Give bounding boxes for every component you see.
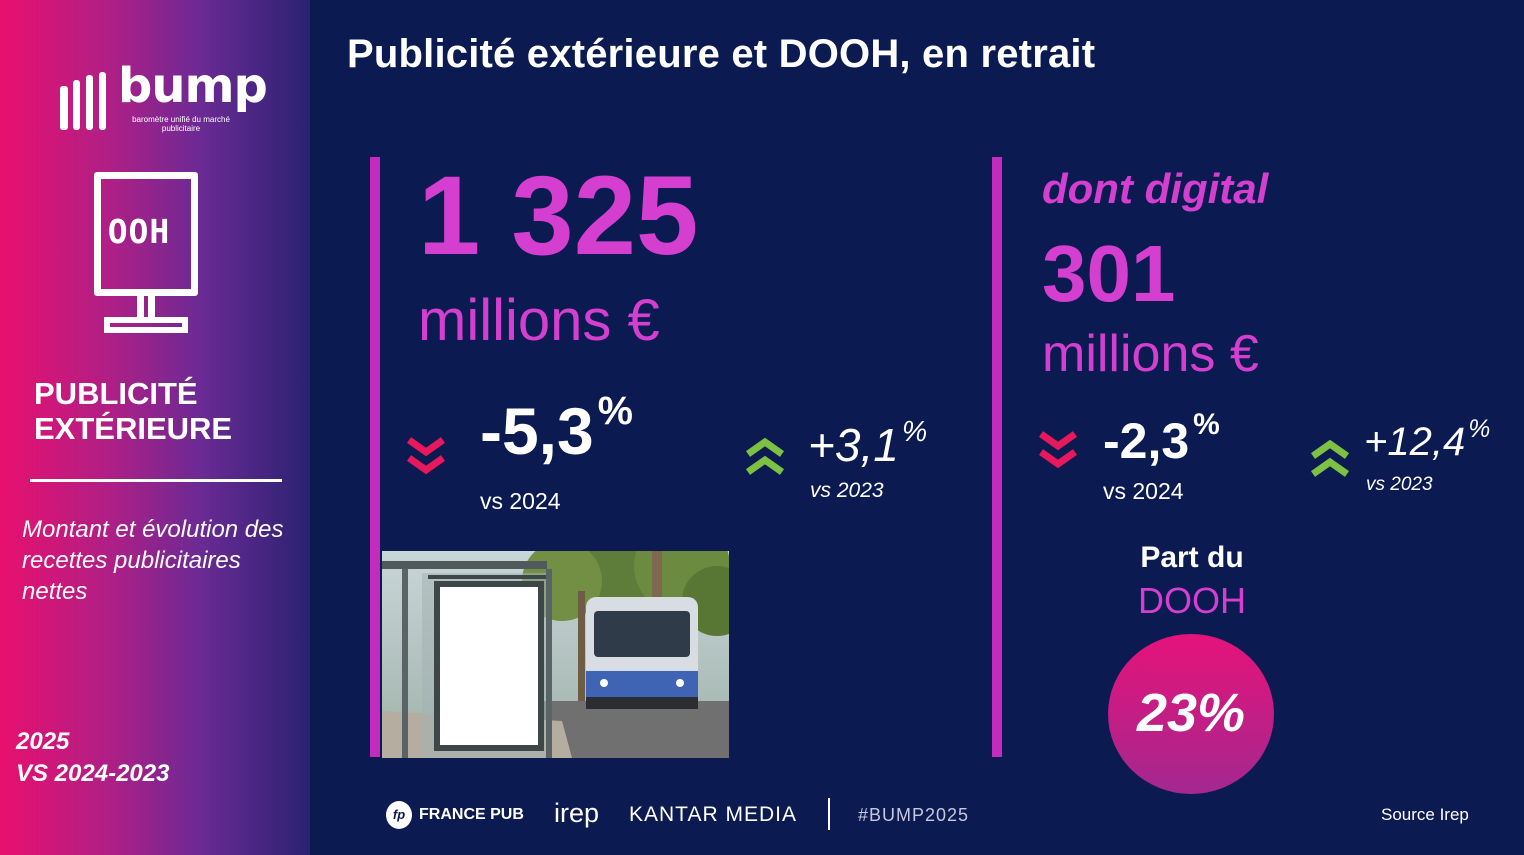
total-change-vs-2023: +3,1% [808, 418, 927, 471]
digital-change-vs-2023-value: +12,4 [1364, 420, 1466, 464]
digital-change-vs-2023-label: vs 2023 [1366, 474, 1433, 495]
period-label: 2025 VS 2024-2023 [16, 726, 169, 790]
percent-sign: % [901, 416, 928, 448]
digital-value: 301 [1042, 229, 1176, 318]
logo-wordmark: bump [118, 58, 268, 114]
footer-source: Source Irep [1381, 805, 1469, 824]
sidebar-description: Montant et évolution des recettes public… [22, 516, 284, 605]
percent-sign: % [1468, 416, 1491, 443]
category-title-line2: EXTÉRIEURE [34, 411, 233, 446]
dooh-share-circle: 23% [1108, 634, 1274, 794]
billboard-icon: OOH [94, 172, 198, 334]
left-accent-bar [370, 157, 380, 757]
percent-sign: % [597, 389, 633, 433]
footer-separator [828, 798, 830, 830]
percent-sign: % [1193, 408, 1220, 441]
footer-hashtag: #BUMP2025 [858, 805, 970, 825]
dooh-share-label-line2: DOOH [1138, 580, 1246, 621]
right-accent-bar [992, 157, 1002, 757]
category-title: PUBLICITÉ EXTÉRIEURE [34, 376, 232, 446]
total-unit: millions € [418, 288, 660, 353]
total-value: 1 325 [418, 153, 699, 278]
logo-tagline: baromètre unifié du marché publicitaire [132, 115, 230, 133]
billboard-icon-text: OOH [107, 212, 171, 251]
bus-shelter-photo [382, 551, 729, 758]
france-pub-logo-text: FRANCE PUB [419, 806, 524, 823]
category-title-line1: PUBLICITÉ [34, 376, 198, 411]
dooh-share-label-line1: Part du [1140, 541, 1244, 574]
digital-unit: millions € [1042, 325, 1259, 383]
double-chevron-down-icon [406, 437, 446, 475]
digital-change-vs-2023: +12,4% [1364, 417, 1490, 464]
kantar-media-logo: KANTAR MEDIA [629, 803, 797, 826]
digital-change-vs-2024-label: vs 2024 [1103, 478, 1184, 504]
period-line2: VS 2024-2023 [16, 760, 170, 787]
double-chevron-down-icon [1038, 431, 1078, 469]
sidebar: bump baromètre unifié du marché publicit… [0, 0, 310, 855]
dooh-share-value: 23% [1136, 683, 1246, 743]
sidebar-divider [30, 479, 282, 482]
total-change-vs-2024-label: vs 2024 [480, 488, 561, 514]
france-pub-logo-icon: fp [386, 801, 412, 829]
digital-change-vs-2024-value: -2,3 [1103, 413, 1190, 469]
double-chevron-up-icon [745, 437, 785, 475]
total-change-vs-2023-label: vs 2023 [810, 479, 884, 502]
page-title: Publicité extérieure et DOOH, en retrait [347, 32, 1096, 76]
bump-logo-bars-icon [60, 72, 106, 130]
total-change-vs-2024: -5,3% [480, 391, 633, 464]
digital-change-vs-2024: -2,3% [1103, 410, 1220, 469]
total-change-vs-2023-value: +3,1 [808, 419, 899, 471]
irep-logo: irep [554, 798, 600, 828]
total-change-vs-2024-value: -5,3 [480, 394, 594, 468]
double-chevron-up-icon [1310, 439, 1350, 477]
period-line1: 2025 [16, 728, 70, 755]
digital-label: dont digital [1042, 165, 1269, 212]
